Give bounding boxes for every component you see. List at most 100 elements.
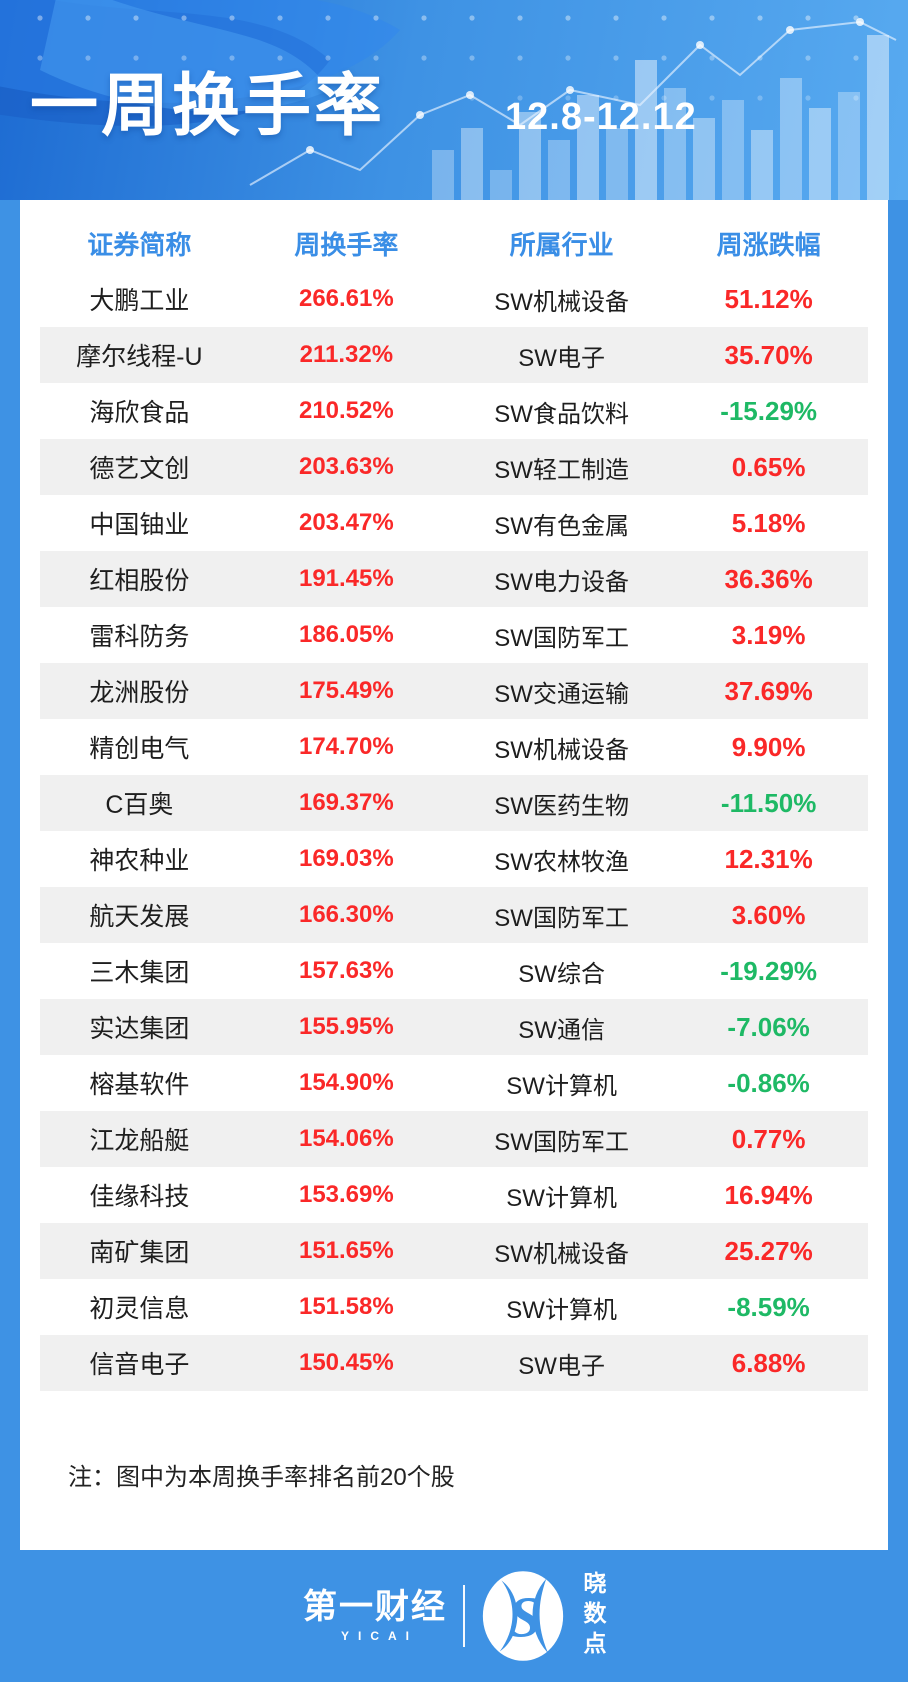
table-row: 红相股份 191.45% SW电力设备 36.36% bbox=[40, 551, 868, 607]
yicai-logo-text: 第一财经 bbox=[303, 1588, 447, 1626]
table-row: 海欣食品 210.52% SW食品饮料 -15.29% bbox=[40, 383, 868, 439]
industry-label: SW国防军工 bbox=[494, 1128, 629, 1156]
stock-name: 德艺文创 bbox=[89, 455, 190, 483]
stock-name: 神农种业 bbox=[89, 847, 190, 875]
industry-label: SW轻工制造 bbox=[494, 456, 629, 484]
turnover-value: 151.58% bbox=[298, 1293, 394, 1320]
change-value: 3.60% bbox=[731, 899, 806, 930]
xiaoshudian-logo-text: 晓数点 bbox=[580, 1571, 606, 1661]
turnover-value: 186.05% bbox=[298, 621, 394, 648]
column-header-change: 周涨跌幅 bbox=[716, 230, 821, 260]
industry-label: SW综合 bbox=[518, 960, 605, 988]
stock-name: 摩尔线程-U bbox=[76, 343, 203, 371]
turnover-value: 155.95% bbox=[298, 1013, 394, 1040]
stock-name: 中国铀业 bbox=[89, 511, 190, 539]
turnover-value: 166.30% bbox=[298, 901, 394, 928]
industry-label: SW医药生物 bbox=[494, 792, 629, 820]
change-value: -0.86% bbox=[727, 1067, 810, 1098]
stock-name: 龙洲股份 bbox=[89, 679, 190, 707]
stock-name: 航天发展 bbox=[89, 903, 190, 931]
footnote: 注：图中为本周换手率排名前20个股 bbox=[68, 1464, 455, 1491]
xiaoshudian-logo-icon: S bbox=[482, 1571, 564, 1661]
change-value: -11.50% bbox=[720, 787, 817, 818]
industry-label: SW机械设备 bbox=[494, 736, 629, 764]
table-row: 龙洲股份 175.49% SW交通运输 37.69% bbox=[40, 663, 868, 719]
industry-label: SW食品饮料 bbox=[494, 400, 629, 428]
data-card: 证券简称 周换手率 所属行业 周涨跌幅 大鹏工业 266.61% SW机械设备 … bbox=[20, 200, 888, 1550]
change-value: 51.12% bbox=[724, 283, 813, 314]
table-row: 佳缘科技 153.69% SW计算机 16.94% bbox=[40, 1167, 868, 1223]
change-value: 6.88% bbox=[731, 1347, 806, 1378]
stock-name: 南矿集团 bbox=[89, 1239, 190, 1267]
turnover-value: 154.06% bbox=[298, 1125, 394, 1152]
change-value: 0.77% bbox=[731, 1123, 806, 1154]
industry-label: SW交通运输 bbox=[494, 680, 629, 708]
industry-label: SW机械设备 bbox=[494, 288, 629, 316]
table-row: 三木集团 157.63% SW综合 -19.29% bbox=[40, 943, 868, 999]
yicai-logo-subtext: YICAI bbox=[340, 1629, 418, 1643]
stock-name: 初灵信息 bbox=[89, 1295, 190, 1323]
table-row: 中国铀业 203.47% SW有色金属 5.18% bbox=[40, 495, 868, 551]
turnover-value: 150.45% bbox=[298, 1349, 394, 1376]
banner: 一周换手率 12.8-12.12 bbox=[0, 0, 908, 200]
turnover-value: 210.52% bbox=[298, 397, 394, 424]
stock-name: C百奥 bbox=[105, 791, 174, 819]
change-value: -15.29% bbox=[720, 395, 818, 426]
turnover-value: 169.03% bbox=[298, 845, 394, 872]
column-header-industry: 所属行业 bbox=[509, 230, 614, 260]
change-value: 0.65% bbox=[731, 451, 806, 482]
stock-name: 精创电气 bbox=[89, 735, 190, 763]
table-row: 雷科防务 186.05% SW国防军工 3.19% bbox=[40, 607, 868, 663]
change-value: 9.90% bbox=[731, 731, 806, 762]
change-value: 25.27% bbox=[724, 1235, 813, 1266]
stock-name: 红相股份 bbox=[89, 567, 190, 595]
change-value: 35.70% bbox=[724, 339, 813, 370]
change-value: 3.19% bbox=[731, 619, 806, 650]
industry-label: SW国防军工 bbox=[494, 904, 629, 932]
change-value: 37.69% bbox=[724, 675, 813, 706]
turnover-value: 191.45% bbox=[298, 565, 394, 592]
stock-name: 江龙船艇 bbox=[89, 1127, 190, 1155]
svg-text:S: S bbox=[509, 1585, 541, 1650]
table-row: 神农种业 169.03% SW农林牧渔 12.31% bbox=[40, 831, 868, 887]
turnover-value: 203.63% bbox=[298, 453, 394, 480]
change-value: 5.18% bbox=[731, 507, 806, 538]
table-body: 大鹏工业 266.61% SW机械设备 51.12% 摩尔线程-U 211.32… bbox=[40, 271, 868, 1391]
table-row: 实达集团 155.95% SW通信 -7.06% bbox=[40, 999, 868, 1055]
table-row: 初灵信息 151.58% SW计算机 -8.59% bbox=[40, 1279, 868, 1335]
turnover-value: 153.69% bbox=[298, 1181, 394, 1208]
industry-label: SW计算机 bbox=[506, 1072, 617, 1100]
table-row: 信音电子 150.45% SW电子 6.88% bbox=[40, 1335, 868, 1391]
stock-name: 榕基软件 bbox=[89, 1071, 190, 1099]
footer: 第一财经 YICAI S 晓数点 bbox=[0, 1550, 908, 1682]
turnover-value: 169.37% bbox=[298, 789, 394, 816]
table-row: 摩尔线程-U 211.32% SW电子 35.70% bbox=[40, 327, 868, 383]
industry-label: SW通信 bbox=[518, 1016, 605, 1044]
turnover-value: 157.63% bbox=[298, 957, 394, 984]
table-row: 榕基软件 154.90% SW计算机 -0.86% bbox=[40, 1055, 868, 1111]
industry-label: SW电子 bbox=[518, 1352, 605, 1380]
table-row: C百奥 169.37% SW医药生物 -11.50% bbox=[40, 775, 868, 831]
stock-name: 实达集团 bbox=[89, 1015, 190, 1043]
turnover-value: 203.47% bbox=[298, 509, 394, 536]
table-row: 南矿集团 151.65% SW机械设备 25.27% bbox=[40, 1223, 868, 1279]
change-value: -19.29% bbox=[720, 955, 818, 986]
industry-label: SW农林牧渔 bbox=[494, 848, 629, 876]
turnover-value: 174.70% bbox=[298, 733, 394, 760]
stock-name: 佳缘科技 bbox=[89, 1183, 190, 1211]
turnover-value: 151.65% bbox=[298, 1237, 394, 1264]
column-header-turnover: 周换手率 bbox=[294, 230, 399, 260]
footer-divider bbox=[463, 1585, 465, 1647]
turnover-value: 211.32% bbox=[299, 341, 394, 368]
industry-label: SW计算机 bbox=[506, 1296, 617, 1324]
industry-label: SW电子 bbox=[518, 344, 605, 372]
column-header-stock: 证券简称 bbox=[87, 230, 192, 260]
turnover-value: 175.49% bbox=[298, 677, 394, 704]
table-row: 江龙船艇 154.06% SW国防军工 0.77% bbox=[40, 1111, 868, 1167]
change-value: 16.94% bbox=[724, 1179, 813, 1210]
table-row: 航天发展 166.30% SW国防军工 3.60% bbox=[40, 887, 868, 943]
stock-name: 信音电子 bbox=[89, 1351, 190, 1379]
table-row: 大鹏工业 266.61% SW机械设备 51.12% bbox=[40, 271, 868, 327]
turnover-value: 266.61% bbox=[298, 285, 394, 312]
